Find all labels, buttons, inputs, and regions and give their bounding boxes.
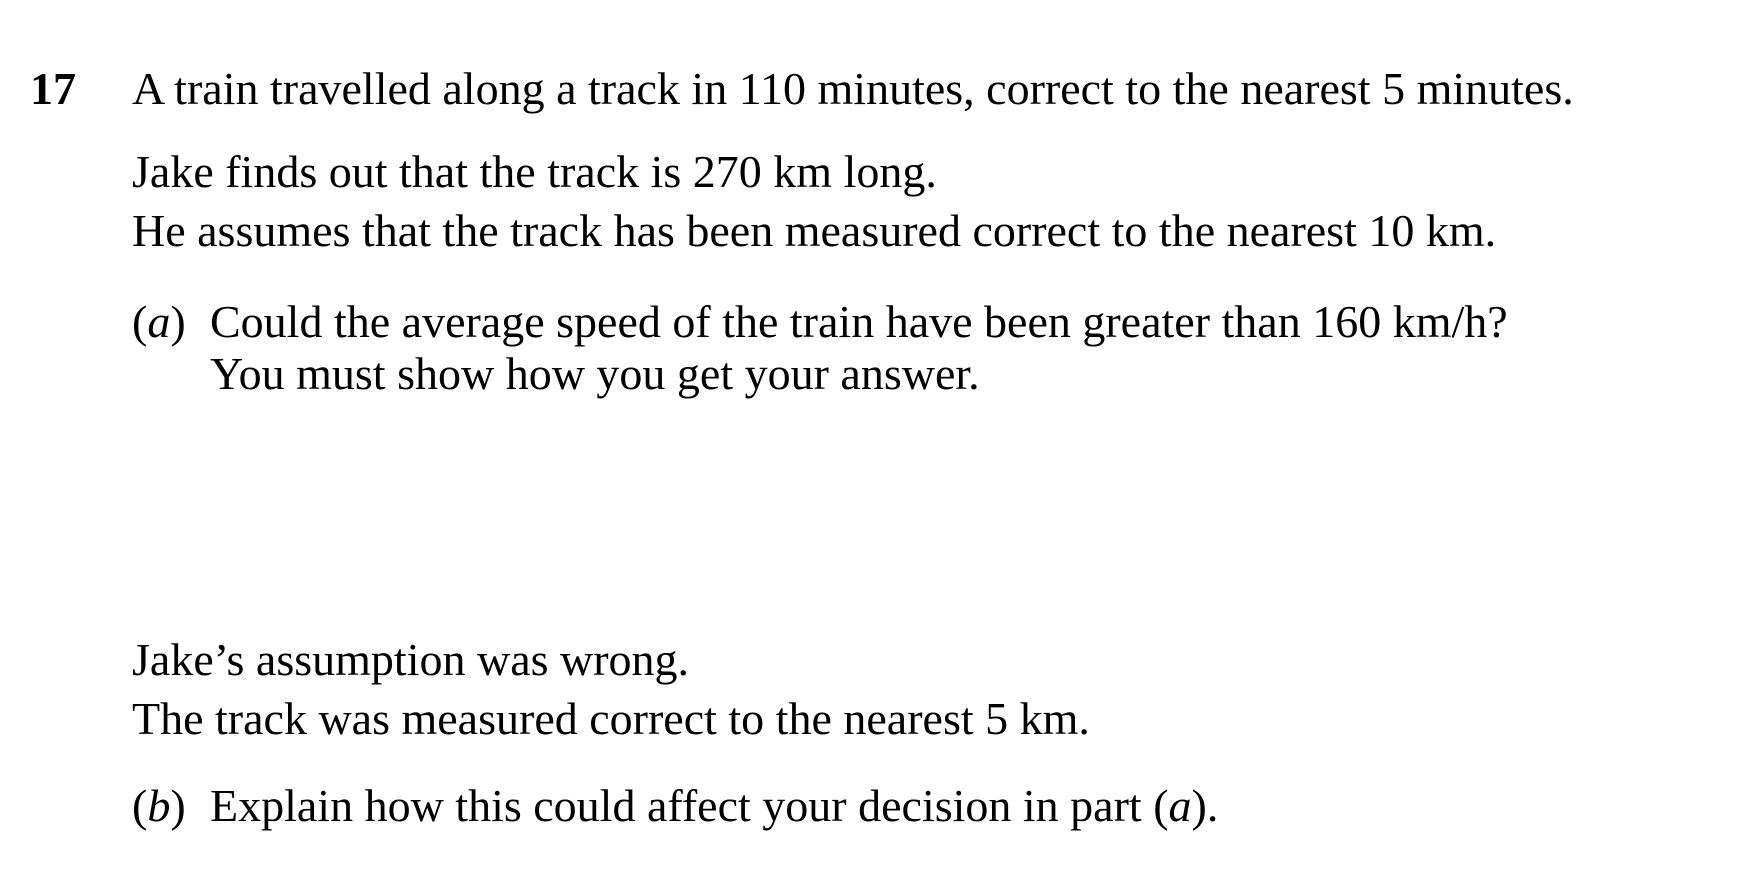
part-a-label: (a): [132, 296, 186, 347]
part-b-text: Explain how this could affect your decis…: [210, 783, 1218, 829]
intro-line-2: Jake finds out that the track is 270 km …: [132, 146, 937, 197]
middle-line-2: The track was measured correct to the ne…: [132, 693, 1090, 744]
part-a-letter: a: [147, 296, 171, 347]
question-number: 17: [30, 63, 76, 114]
part-b-text-before: Explain how this could affect your decis…: [210, 780, 1169, 831]
intro-line-3: He assumes that the track has been measu…: [132, 205, 1497, 256]
intro-line-1: A train travelled along a track in 110 m…: [132, 63, 1574, 114]
part-b-ref: a: [1168, 780, 1192, 831]
part-a-line-1: Could the average speed of the train hav…: [210, 296, 1508, 347]
part-a-line-2: You must show how you get your answer.: [210, 348, 980, 399]
middle-line-1: Jake’s assumption was wrong.: [132, 634, 690, 685]
part-b-letter: b: [147, 780, 171, 831]
part-b-label: (b): [132, 780, 186, 831]
part-b-text-after: ).: [1191, 780, 1219, 831]
